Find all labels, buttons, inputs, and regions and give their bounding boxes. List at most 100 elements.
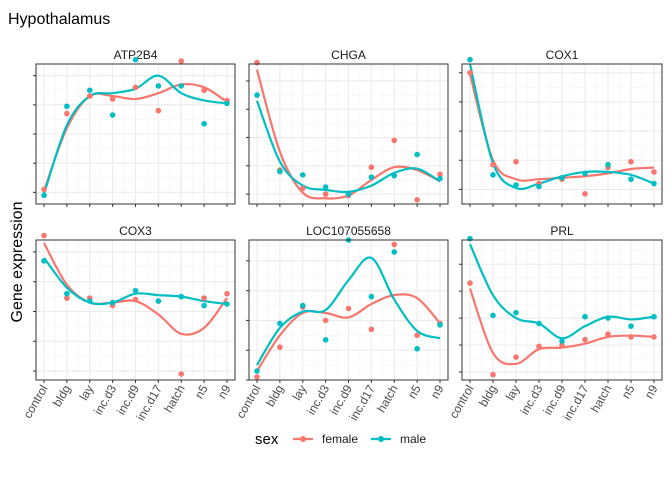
panel-border [248,63,449,205]
series-line-male [43,257,228,306]
data-point-male [322,184,329,190]
data-point-male [628,323,634,329]
data-point-male [277,168,283,175]
data-point-male [132,287,139,294]
data-point-female [605,331,611,338]
strip-label: COX3 [119,224,152,238]
data-point-female [536,343,542,350]
strip-background [36,45,235,64]
x-tick-label: n5 [619,382,638,401]
data-point-female [41,186,47,193]
x-tick-label: hatch [588,383,615,415]
data-point-male [490,172,496,178]
strip-background [249,45,448,64]
strip-background [249,221,448,240]
data-point-female [178,58,185,64]
data-point-male [201,120,207,127]
panel-border [461,239,663,381]
x-tick-label: control [20,383,50,421]
data-point-female [41,232,47,239]
data-point-female [559,342,565,348]
x-tick-label: lay [77,383,97,403]
data-point-male [605,315,611,321]
data-point-male [254,368,260,374]
x-tick-label: control [233,383,263,421]
data-point-male [132,56,139,63]
x-tick-label: n9 [428,382,447,401]
panel-atp2b4: ATP2B4 [33,45,236,207]
data-point-female [651,169,657,175]
data-point-male [178,83,185,89]
data-point-female [132,84,139,91]
legend-entry-female: female [293,432,358,446]
panel-border [461,63,663,205]
legend: sex female male [255,431,426,448]
data-point-female [178,371,185,377]
data-point-male [368,293,375,300]
panel-cox1: COX1 [459,45,663,207]
data-point-male [391,249,398,255]
x-tick-label: hatch [374,383,401,415]
data-point-female [254,374,260,380]
data-point-female [391,137,398,144]
data-point-male [224,301,230,307]
data-point-male [64,103,70,110]
data-point-female [628,334,634,340]
gridlines [36,64,235,204]
strip-label: PRL [550,224,574,238]
data-point-female [109,96,116,102]
x-tick-label: lay [290,383,310,403]
x-tick-label: inc.d3 [517,382,545,417]
legend-title: sex [255,431,279,448]
data-point-male [178,293,185,300]
legend-label-female: female [322,432,358,446]
data-point-male [513,309,519,316]
gridlines [249,64,448,204]
data-point-male [224,100,230,107]
data-point-female [224,290,230,297]
data-point-female [490,161,496,168]
data-point-male [299,172,306,178]
data-point-male [437,175,443,182]
data-point-female [414,332,420,339]
legend-entry-male: male [371,432,426,446]
gridlines [36,240,235,380]
x-tick-label: n9 [642,382,661,401]
data-point-female [582,190,588,197]
series-line-male [256,256,441,366]
x-tick-label: n9 [215,382,234,401]
legend-key-male-point [378,436,384,442]
data-point-male [86,87,93,94]
data-point-male [651,180,657,187]
data-point-male [299,302,306,309]
data-point-male [414,345,420,352]
data-point-female [345,305,352,312]
data-point-female [132,296,139,303]
data-point-female [414,196,420,203]
data-point-male [628,176,634,183]
data-point-male [155,298,162,304]
data-point-female [467,280,473,286]
x-tick-label: bldg [50,383,73,410]
strip-background [36,221,235,240]
strip-background [462,45,662,64]
data-point-female [86,93,93,99]
data-point-female [299,185,306,192]
data-point-female [322,317,329,324]
legend-key-female-point [300,436,306,442]
data-point-female [322,191,329,197]
series-line-female [256,293,441,372]
data-point-female [582,336,588,343]
strip-label: CHGA [331,48,366,62]
legend-label-male: male [400,432,426,446]
data-point-male [64,290,70,297]
data-point-female [368,164,375,171]
data-point-male [254,92,260,98]
chart-title: Hypothalamus [8,11,110,28]
gridlines [462,240,662,380]
data-point-male [345,191,352,197]
data-point-male [490,312,496,319]
